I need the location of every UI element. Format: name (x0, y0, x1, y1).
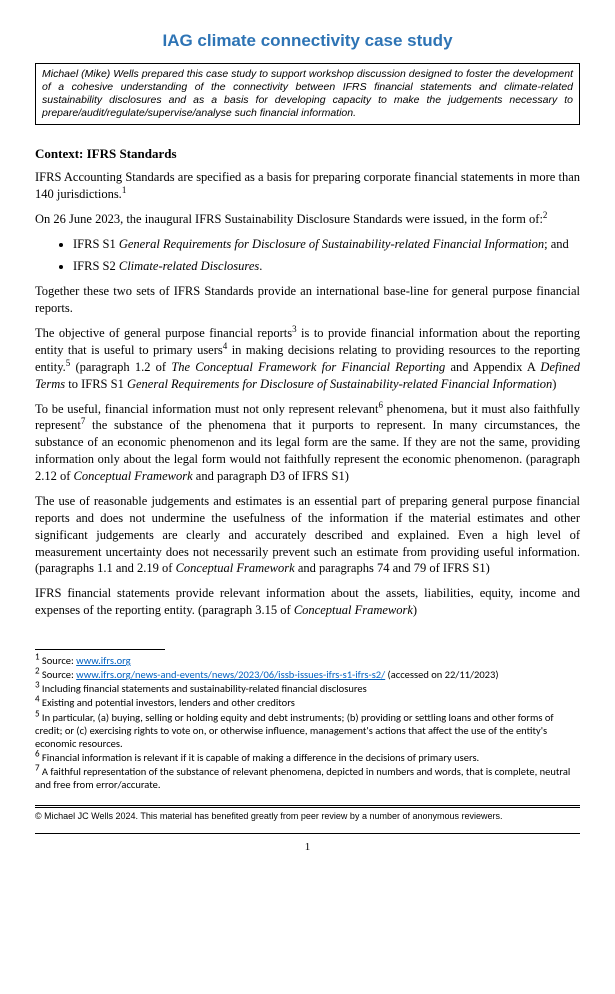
footnotes-separator (35, 649, 165, 650)
footnote-5: 5 In particular, (a) buying, selling or … (35, 711, 580, 750)
text: A faithful representation of the substan… (35, 765, 570, 791)
footnote-link[interactable]: www.ifrs.org/news-and-events/news/2023/0… (76, 668, 385, 681)
text-italic: General Requirements for Disclosure of S… (127, 377, 552, 391)
list-item: IFRS S2 Climate-related Disclosures. (73, 258, 580, 275)
footnote-2: 2 Source: www.ifrs.org/news-and-events/n… (35, 668, 580, 681)
text: IFRS S2 (73, 259, 119, 273)
copyright: © Michael JC Wells 2024. This material h… (35, 810, 580, 822)
text-italic: Conceptual Framework (176, 561, 295, 575)
text: ) (413, 603, 417, 617)
text: and paragraphs 74 and 79 of IFRS S1) (295, 561, 490, 575)
text: IFRS S1 (73, 237, 119, 251)
para-7: IFRS financial statements provide releva… (35, 585, 580, 619)
text-italic: The Conceptual Framework for Financial R… (171, 360, 445, 374)
page-title: IAG climate connectivity case study (35, 30, 580, 53)
text: IFRS Accounting Standards are specified … (35, 170, 580, 201)
text: to IFRS S1 (65, 377, 127, 391)
footnote-3: 3 Including financial statements and sus… (35, 682, 580, 695)
text: (paragraph 1.2 of (70, 360, 171, 374)
list-item: IFRS S1 General Requirements for Disclos… (73, 236, 580, 253)
text-italic: Conceptual Framework (74, 469, 193, 483)
context-heading: Context: IFRS Standards (35, 145, 580, 163)
standards-list: IFRS S1 General Requirements for Disclos… (35, 236, 580, 276)
page-number: 1 (35, 840, 580, 855)
intro-box: Michael (Mike) Wells prepared this case … (35, 63, 580, 126)
text: and paragraph D3 of IFRS S1) (193, 469, 349, 483)
para-2: On 26 June 2023, the inaugural IFRS Sust… (35, 211, 580, 228)
text: and Appendix A (445, 360, 540, 374)
footnote-4: 4 Existing and potential investors, lend… (35, 696, 580, 709)
text-italic: Conceptual Framework (294, 603, 413, 617)
text-italic: General Requirements for Disclosure of S… (119, 237, 544, 251)
text: In particular, (a) buying, selling or ho… (35, 711, 554, 750)
text: Financial information is relevant if it … (40, 751, 480, 764)
text: (accessed on 22/11/2023) (385, 668, 498, 681)
para-3: Together these two sets of IFRS Standard… (35, 283, 580, 317)
text: Source: (40, 654, 77, 667)
footnote-link[interactable]: www.ifrs.org (76, 654, 130, 667)
footnotes: 1 Source: www.ifrs.org 2 Source: www.ifr… (35, 654, 580, 791)
footnote-1: 1 Source: www.ifrs.org (35, 654, 580, 667)
fn-ref-2: 2 (543, 210, 548, 220)
text: Source: (40, 668, 77, 681)
text: On 26 June 2023, the inaugural IFRS Sust… (35, 212, 543, 226)
para-6: The use of reasonable judgements and est… (35, 493, 580, 577)
text: Existing and potential investors, lender… (40, 696, 295, 709)
fn-ref-1: 1 (122, 185, 127, 195)
para-5: To be useful, financial information must… (35, 401, 580, 485)
text: Including financial statements and susta… (40, 682, 367, 695)
text-italic: Climate-related Disclosures (119, 259, 259, 273)
para-4: The objective of general purpose financi… (35, 325, 580, 393)
text: . (259, 259, 262, 273)
text: ; and (544, 237, 569, 251)
bottom-rule (35, 805, 580, 806)
text: To be useful, financial information must… (35, 402, 378, 416)
text: ) (552, 377, 556, 391)
footnote-6: 6 Financial information is relevant if i… (35, 751, 580, 764)
footnote-7: 7 A faithful representation of the subst… (35, 765, 580, 791)
para-1: IFRS Accounting Standards are specified … (35, 169, 580, 203)
thin-rule (35, 807, 580, 808)
thin-rule-2 (35, 833, 580, 834)
text: The objective of general purpose financi… (35, 326, 292, 340)
